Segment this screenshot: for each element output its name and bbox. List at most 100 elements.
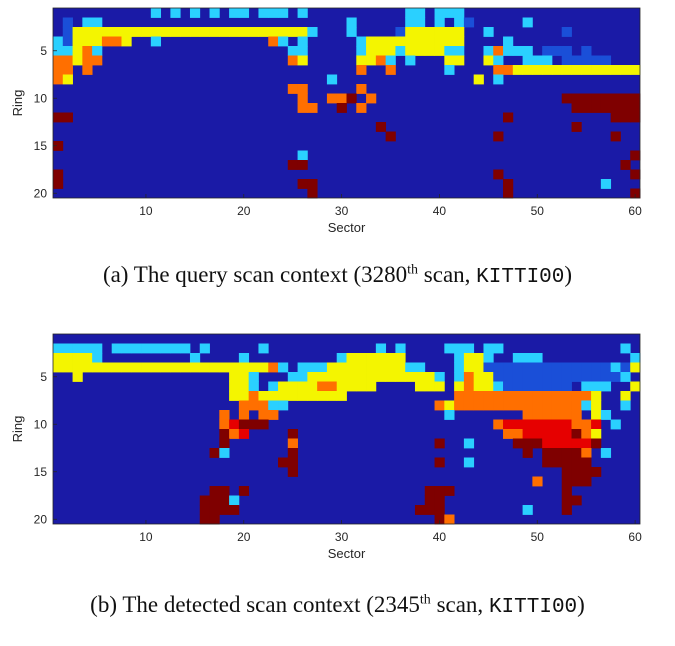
- heatmap-cell: [268, 400, 279, 411]
- y-tick-label: 5: [40, 44, 47, 58]
- heatmap-cell: [229, 429, 240, 439]
- heatmap-cell: [630, 112, 641, 123]
- heatmap-cell: [591, 410, 602, 420]
- heatmap-cell: [561, 438, 572, 449]
- heatmap-cell: [238, 362, 250, 373]
- heatmap-cell: [258, 362, 269, 373]
- x-tick-label: 20: [237, 530, 251, 544]
- heatmap-cell: [219, 410, 230, 420]
- heatmap-cell: [385, 55, 396, 66]
- heatmap-cell: [385, 46, 396, 56]
- heatmap-cell: [512, 438, 523, 449]
- heatmap-cell: [287, 467, 298, 477]
- heatmap-cell: [610, 103, 621, 113]
- heatmap-cell: [434, 8, 445, 18]
- heatmap-cell: [414, 505, 426, 515]
- heatmap-cell: [542, 400, 553, 411]
- plot-frame: [52, 333, 641, 525]
- heatmap-cell: [591, 400, 602, 411]
- heatmap-cell: [542, 381, 553, 392]
- heatmap-cell: [434, 381, 445, 392]
- heatmap-cell: [405, 36, 416, 47]
- heatmap-cell: [385, 36, 396, 47]
- heatmap-cell: [395, 353, 406, 363]
- heatmap-cell: [483, 55, 494, 66]
- heatmap-cell: [62, 362, 73, 373]
- heatmap-cell: [62, 46, 73, 56]
- heatmap-cell: [532, 65, 543, 75]
- heatmap-cell: [532, 381, 543, 392]
- heatmap-cell: [258, 343, 269, 354]
- heatmap-cell: [414, 27, 426, 37]
- heatmap-cell: [503, 65, 514, 75]
- heatmap-cell: [434, 495, 445, 506]
- heatmap-cell: [571, 476, 582, 487]
- heatmap-cell: [620, 391, 631, 401]
- heatmap-cell: [82, 343, 93, 354]
- heatmap-cell: [424, 495, 435, 506]
- heatmap-cell: [238, 353, 250, 363]
- heatmap-cell: [493, 46, 504, 56]
- heatmap-cell: [278, 362, 289, 373]
- heatmap-cell: [561, 429, 572, 439]
- heatmap-cell: [346, 372, 357, 382]
- heatmap-cell: [375, 343, 387, 354]
- heatmap-cell: [287, 438, 298, 449]
- heatmap-cell: [483, 46, 494, 56]
- heatmap-cell: [101, 27, 113, 37]
- heatmap-cell: [72, 362, 83, 373]
- heatmap-cell: [424, 505, 435, 515]
- heatmap-cell: [630, 381, 641, 392]
- heatmap-cell: [512, 353, 523, 363]
- heatmap-cell: [72, 372, 83, 382]
- heatmap-cell: [297, 179, 308, 189]
- heatmap-cell: [610, 131, 621, 142]
- heatmap-cell: [101, 362, 113, 373]
- y-tick-label: 15: [34, 139, 48, 153]
- heatmap-cell: [561, 410, 572, 420]
- heatmap-cell: [473, 400, 484, 411]
- heatmap-cell: [561, 46, 572, 56]
- heatmap-cell: [571, 122, 582, 132]
- heatmap-cell: [131, 362, 142, 373]
- heatmap-cell: [287, 46, 298, 56]
- heatmap-cell: [62, 74, 73, 85]
- heatmap-cell: [92, 36, 103, 47]
- heatmap-cell: [229, 495, 240, 506]
- heatmap-cell: [571, 93, 582, 104]
- heatmap-cell: [199, 514, 210, 525]
- y-tick-label: 10: [34, 91, 48, 105]
- heatmap-cell: [561, 381, 572, 392]
- heatmap-cell: [395, 27, 406, 37]
- heatmap-cell: [238, 391, 250, 401]
- heatmap-cell: [473, 381, 484, 392]
- heatmap-cell: [219, 486, 230, 496]
- heatmap-cell: [405, 8, 416, 18]
- heatmap-cell: [326, 74, 338, 85]
- heatmap-cell: [551, 381, 563, 392]
- heatmap-cell: [297, 46, 308, 56]
- heatmap-cell: [610, 93, 621, 104]
- heatmap-cell: [532, 362, 543, 373]
- heatmap-cell: [551, 457, 563, 468]
- heatmap-cell: [287, 448, 298, 458]
- heatmap-cell: [336, 372, 347, 382]
- heatmap-cell: [434, 486, 445, 496]
- heatmap-cell: [307, 372, 318, 382]
- heatmap-cell: [53, 179, 64, 189]
- heatmap-cell: [532, 400, 543, 411]
- heatmap-cell: [532, 419, 543, 430]
- heatmap-cell: [268, 27, 279, 37]
- heatmap-cell: [356, 381, 367, 392]
- heatmap-cell: [561, 505, 572, 515]
- heatmap-cell: [209, 448, 220, 458]
- heatmap-cell: [111, 36, 122, 47]
- heatmap-cell: [278, 391, 289, 401]
- heatmap-cell: [542, 55, 553, 66]
- heatmap-cell: [444, 55, 455, 66]
- heatmap-cell: [82, 55, 93, 66]
- heatmap-cell: [522, 55, 533, 66]
- heatmap-cell: [551, 362, 563, 373]
- caption-a-prefix: (a) The query scan context (3280: [102, 262, 408, 287]
- heatmap-cell: [532, 353, 543, 363]
